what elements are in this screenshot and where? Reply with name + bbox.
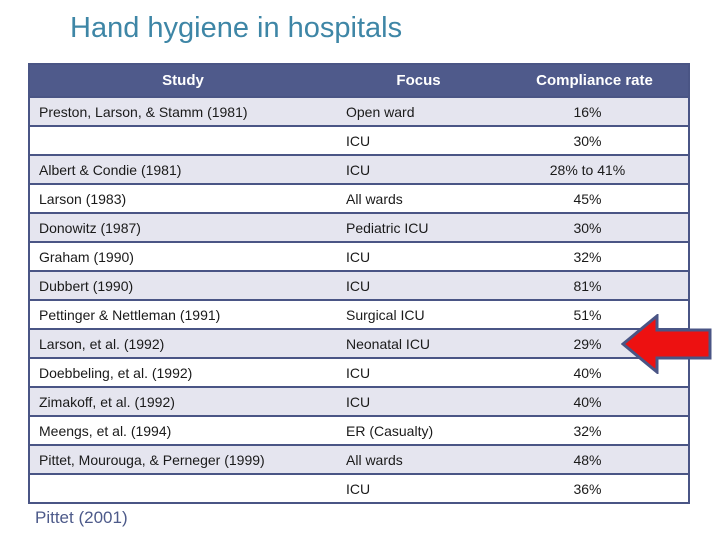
table-row: Meengs, et al. (1994) ER (Casualty) 32% (29, 415, 689, 446)
rate-cell: 30% (501, 125, 689, 156)
focus-cell: ICU (336, 270, 501, 301)
table-row: ICU 36% (29, 473, 689, 504)
focus-cell: Pediatric ICU (336, 212, 501, 243)
study-cell: Meengs, et al. (1994) (29, 415, 336, 446)
study-cell: Preston, Larson, & Stamm (1981) (29, 96, 336, 127)
table-row: Graham (1990) ICU 32% (29, 241, 689, 272)
column-header-focus: Focus (336, 63, 501, 98)
study-cell: Pittet, Mourouga, & Perneger (1999) (29, 444, 336, 475)
focus-cell: ER (Casualty) (336, 415, 501, 446)
study-cell: Albert & Condie (1981) (29, 154, 336, 185)
table-row: Dubbert (1990) ICU 81% (29, 270, 689, 301)
focus-cell: Neonatal ICU (336, 328, 501, 359)
study-cell: Zimakoff, et al. (1992) (29, 386, 336, 417)
rate-cell: 28% to 41% (501, 154, 689, 185)
study-cell (29, 473, 336, 504)
table-row: ICU 30% (29, 125, 689, 156)
table-row: Zimakoff, et al. (1992) ICU 40% (29, 386, 689, 417)
table-row: Preston, Larson, & Stamm (1981) Open ward… (29, 96, 689, 127)
focus-cell: ICU (336, 386, 501, 417)
table-row: Pettinger & Nettleman (1991) Surgical ICU… (29, 299, 689, 330)
slide-title: Hand hygiene in hospitals (70, 12, 403, 44)
study-cell: Larson (1983) (29, 183, 336, 214)
focus-cell: Surgical ICU (336, 299, 501, 330)
rate-cell: 32% (501, 241, 689, 272)
focus-cell: ICU (336, 473, 501, 504)
table-header-row: Study Focus Compliance rate (29, 63, 689, 98)
focus-cell: Open ward (336, 96, 501, 127)
study-cell: Pettinger & Nettleman (1991) (29, 299, 336, 330)
table-row: Larson (1983) All wards 45% (29, 183, 689, 214)
study-cell: Larson, et al. (1992) (29, 328, 336, 359)
table-row: Doebbeling, et al. (1992) ICU 40% (29, 357, 689, 388)
rate-cell: 40% (501, 386, 689, 417)
compliance-table: Study Focus Compliance rate Preston, Lar… (28, 63, 690, 504)
focus-cell: ICU (336, 241, 501, 272)
focus-cell: All wards (336, 444, 501, 475)
rate-cell: 45% (501, 183, 689, 214)
study-cell: Dubbert (1990) (29, 270, 336, 301)
table-row: Albert & Condie (1981) ICU 28% to 41% (29, 154, 689, 185)
table-row: Pittet, Mourouga, & Perneger (1999) All w… (29, 444, 689, 475)
focus-cell: ICU (336, 125, 501, 156)
focus-cell: ICU (336, 357, 501, 388)
study-cell: Graham (1990) (29, 241, 336, 272)
column-header-compliance-rate: Compliance rate (501, 63, 689, 98)
table-body: Preston, Larson, & Stamm (1981) Open ward… (29, 96, 689, 504)
focus-cell: ICU (336, 154, 501, 185)
rate-cell: 36% (501, 473, 689, 504)
column-header-study: Study (29, 63, 336, 98)
rate-cell: 48% (501, 444, 689, 475)
study-cell: Doebbeling, et al. (1992) (29, 357, 336, 388)
rate-cell: 16% (501, 96, 689, 127)
citation-text: Pittet (2001) (35, 508, 128, 527)
table-row: Donowitz (1987) Pediatric ICU 30% (29, 212, 689, 243)
rate-cell: 32% (501, 415, 689, 446)
study-cell: Donowitz (1987) (29, 212, 336, 243)
red-arrow-left-icon (621, 314, 712, 374)
table-row: Larson, et al. (1992) Neonatal ICU 29% (29, 328, 689, 359)
rate-cell: 30% (501, 212, 689, 243)
study-cell (29, 125, 336, 156)
focus-cell: All wards (336, 183, 501, 214)
rate-cell: 81% (501, 270, 689, 301)
